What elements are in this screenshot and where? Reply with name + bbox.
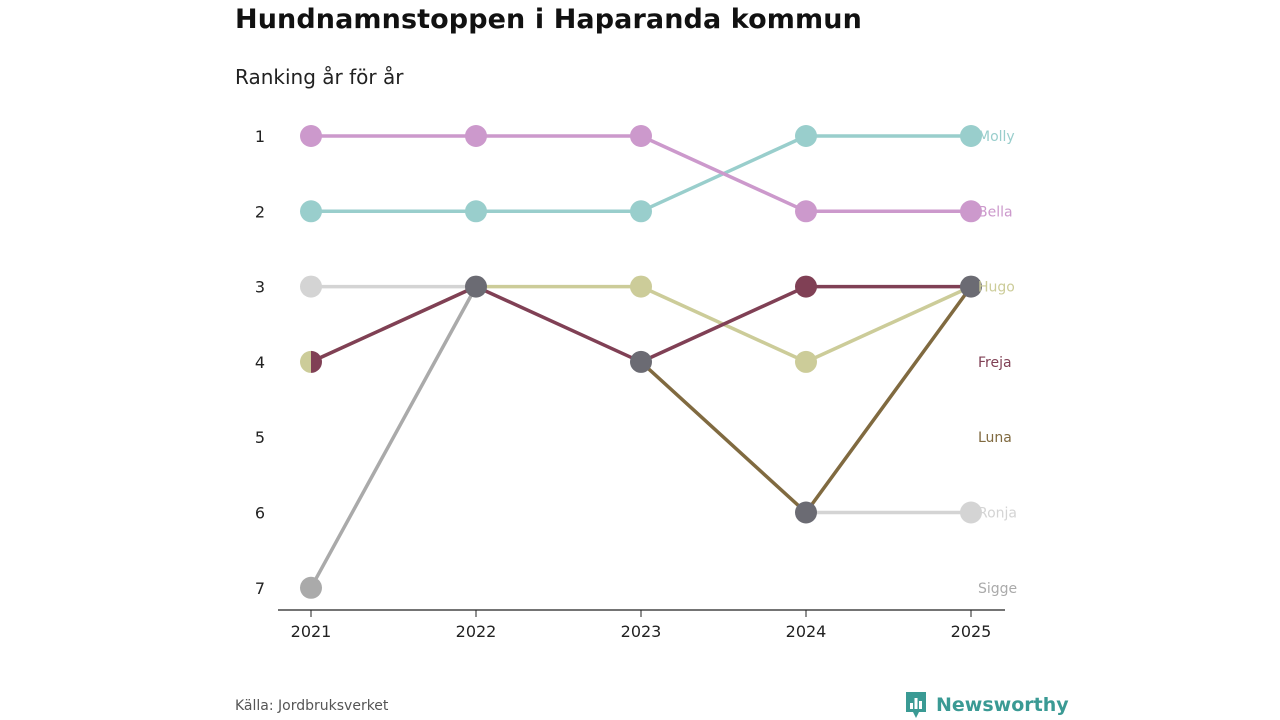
point-bella [960, 200, 982, 223]
series-label-molly: Molly [978, 129, 1015, 145]
series-label-hugo: Hugo [978, 280, 1015, 296]
series-label-freja: Freja [978, 355, 1012, 371]
y-axis-ticks: 1 2 3 4 5 6 7 [255, 127, 265, 598]
point-ronja [960, 501, 982, 524]
point-bella [465, 125, 487, 147]
y-tick-label: 5 [255, 428, 265, 447]
source-note: Källa: Jordbruksverket [235, 698, 389, 714]
series-line-luna [639, 360, 808, 515]
series-label-bella: Bella [978, 204, 1013, 220]
point-overlap-freja-hugo-luna [960, 275, 982, 298]
series-lines [309, 134, 973, 590]
point-hugo [630, 275, 652, 298]
series-line-luna [804, 284, 973, 515]
point-half-hugo [300, 350, 311, 373]
brand-logo: Newsworthy [904, 690, 1069, 720]
x-tick-label: 2024 [786, 622, 827, 641]
point-bella [795, 200, 817, 223]
series-line-freja [309, 284, 478, 364]
point-molly [465, 200, 487, 223]
point-molly [960, 125, 982, 147]
series-label-sigge: Sigge [978, 581, 1017, 597]
x-tick-label: 2022 [456, 622, 497, 641]
brand-name: Newsworthy [936, 694, 1069, 716]
point-molly [630, 200, 652, 223]
point-overlap-luna-ronja [795, 501, 817, 524]
chart-title: Hundnamnstoppen i Haparanda kommun [235, 4, 862, 35]
point-sigge [300, 576, 322, 599]
newsworthy-logo-icon [906, 692, 926, 718]
x-axis-ticks: 2021 2022 2023 2024 2025 [291, 610, 992, 641]
point-overlap-freja-luna [630, 350, 652, 373]
y-tick-label: 6 [255, 504, 265, 523]
series-line-hugo [804, 284, 973, 364]
series-label-luna: Luna [978, 430, 1012, 446]
x-tick-label: 2021 [291, 622, 332, 641]
y-tick-label: 3 [255, 278, 265, 297]
point-half-freja [311, 350, 322, 373]
y-tick-label: 2 [255, 202, 265, 221]
point-bella [300, 125, 322, 147]
point-freja [795, 275, 817, 298]
series-line-sigge [309, 284, 478, 590]
series-labels: Ronja Sigge Molly Bella Hugo Freja Luna [978, 129, 1017, 597]
series-line-freja [639, 284, 808, 364]
series-line-bella [639, 134, 808, 214]
y-tick-label: 1 [255, 127, 265, 146]
y-tick-label: 7 [255, 579, 265, 598]
point-molly [300, 200, 322, 223]
series-label-ronja: Ronja [978, 506, 1017, 522]
point-hugo [795, 350, 817, 373]
x-tick-label: 2025 [951, 622, 992, 641]
point-molly [795, 125, 817, 147]
y-tick-label: 4 [255, 353, 265, 372]
series-markers [300, 125, 982, 599]
point-overlap-freja-hugo-ronja-sigge [465, 275, 487, 298]
series-line-freja [474, 284, 643, 364]
point-ronja [300, 275, 322, 298]
point-bella [630, 125, 652, 147]
chart-subtitle: Ranking år för år [235, 65, 404, 89]
x-tick-label: 2023 [621, 622, 662, 641]
